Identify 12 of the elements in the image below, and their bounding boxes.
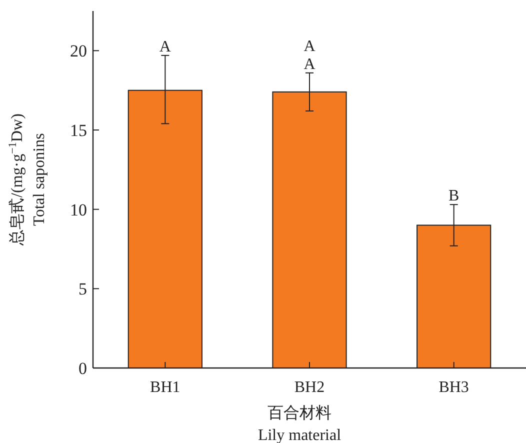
x-tick-label: BH1 [150,379,180,396]
y-tick-label: 0 [78,359,87,378]
annotation: B [448,188,460,205]
y-tick-label: 10 [70,200,87,220]
annotation: A [304,56,316,73]
y-tick-label: 15 [70,121,87,140]
annotation: A [304,38,316,55]
annotation: A [159,38,172,56]
y-tick-label: 5 [78,280,87,299]
x-tick-label: BH3 [438,379,469,396]
y-tick-label: 20 [70,42,87,61]
x-tick-label: BH2 [294,379,325,396]
